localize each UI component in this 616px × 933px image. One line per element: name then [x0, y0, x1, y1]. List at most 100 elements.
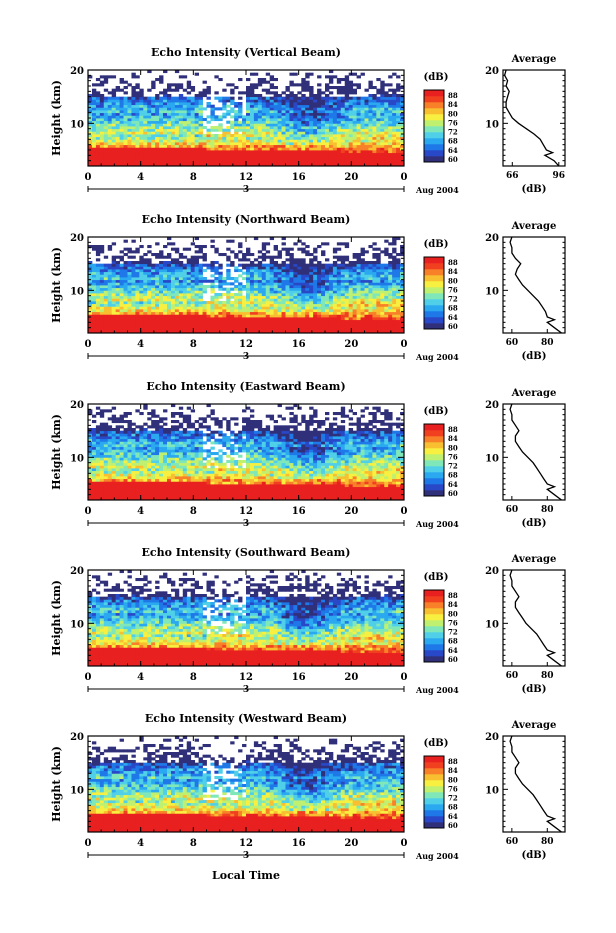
colorbar-swatch — [424, 150, 444, 156]
heatmap-cell — [266, 317, 270, 320]
heatmap-cell — [266, 137, 270, 140]
heatmap-cell — [293, 314, 297, 317]
heatmap-cell — [341, 317, 345, 320]
heatmap-cell — [139, 290, 143, 293]
heatmap-cell — [116, 285, 120, 288]
heatmap-cell — [112, 89, 116, 92]
heatmap-cell — [143, 312, 147, 315]
heatmap-cell — [128, 325, 132, 328]
heatmap-cell — [376, 155, 380, 158]
heatmap-cell — [195, 296, 199, 299]
heatmap-cell — [218, 301, 222, 304]
heatmap-cell — [396, 115, 400, 118]
heatmap-cell — [92, 325, 96, 328]
heatmap-cell — [266, 147, 270, 150]
heatmap-cell — [270, 153, 274, 156]
heatmap-cell — [392, 248, 396, 251]
heatmap-cell — [218, 129, 222, 132]
heatmap-cell — [155, 155, 159, 158]
heatmap-cell — [179, 293, 183, 296]
heatmap-cell — [357, 155, 361, 158]
heatmap-cell — [128, 314, 132, 317]
heatmap-cell — [124, 240, 128, 243]
heatmap-cell — [384, 296, 388, 299]
heatmap-cell — [357, 304, 361, 307]
heatmap-cell — [388, 328, 392, 331]
heatmap-cell — [372, 97, 376, 100]
heatmap-cell — [274, 145, 278, 148]
heatmap-cell — [270, 91, 274, 94]
heatmap-cell — [305, 272, 309, 275]
heatmap-cell — [210, 139, 214, 142]
heatmap-cell — [262, 325, 266, 328]
heatmap-cell — [262, 306, 266, 309]
heatmap-cell — [392, 272, 396, 275]
heatmap-cell — [131, 150, 135, 153]
heatmap-cell — [309, 280, 313, 283]
heatmap-cell — [309, 145, 313, 148]
heatmap-cell — [341, 158, 345, 161]
heatmap-cell — [376, 102, 380, 105]
heatmap-cell — [139, 288, 143, 291]
heatmap-cell — [282, 126, 286, 129]
heatmap-cell — [191, 129, 195, 132]
heatmap-cell — [254, 97, 258, 100]
heatmap-cell — [345, 115, 349, 118]
heatmap-cell — [207, 306, 211, 309]
heatmap-cell — [345, 277, 349, 280]
heatmap-cell — [230, 89, 234, 92]
heatmap-cell — [199, 266, 203, 269]
heatmap-cell — [214, 137, 218, 140]
heatmap-cell — [266, 312, 270, 315]
heatmap-cell — [305, 274, 309, 277]
heatmap-cell — [187, 312, 191, 315]
heatmap-cell — [135, 83, 139, 86]
heatmap-cell — [175, 328, 179, 331]
heatmap-cell — [155, 272, 159, 275]
heatmap-cell — [357, 288, 361, 291]
heatmap-cell — [274, 298, 278, 301]
heatmap-cell — [124, 155, 128, 158]
heatmap-cell — [191, 325, 195, 328]
heatmap-cell — [163, 89, 167, 92]
heatmap-cell — [116, 134, 120, 137]
heatmap-cell — [333, 142, 337, 145]
heatmap-cell — [313, 258, 317, 261]
heatmap-cell — [341, 91, 345, 94]
heatmap-cell — [361, 145, 365, 148]
heatmap-cell — [329, 312, 333, 315]
heatmap-cell — [147, 153, 151, 156]
heatmap-cell — [234, 158, 238, 161]
heatmap-cell — [92, 264, 96, 267]
heatmap-cell — [250, 131, 254, 134]
heatmap-cell — [96, 99, 100, 102]
heatmap-cell — [372, 118, 376, 121]
heatmap-cell — [270, 272, 274, 275]
heatmap-cell — [388, 314, 392, 317]
heatmap-cell — [100, 266, 104, 269]
heatmap-cell — [96, 465, 100, 468]
heatmap-cell — [242, 285, 246, 288]
heatmap-cell — [104, 301, 108, 304]
heatmap-cell — [218, 282, 222, 285]
heatmap-cell — [384, 304, 388, 307]
heatmap-cell — [361, 121, 365, 124]
heatmap-cell — [92, 134, 96, 137]
heatmap-cell — [163, 113, 167, 116]
heatmap-cell — [96, 495, 100, 498]
heatmap-cell — [179, 272, 183, 275]
heatmap-cell — [143, 298, 147, 301]
heatmap-cell — [293, 142, 297, 145]
heatmap-cell — [305, 312, 309, 315]
heatmap-cell — [203, 134, 207, 137]
heatmap-cell — [286, 309, 290, 312]
heatmap-cell — [195, 245, 199, 248]
heatmap-cell — [191, 293, 195, 296]
heatmap-cell — [368, 131, 372, 134]
heatmap-cell — [167, 123, 171, 126]
heatmap-cell — [128, 121, 132, 124]
heatmap-cell — [258, 274, 262, 277]
heatmap-cell — [372, 137, 376, 140]
heatmap-cell — [337, 328, 341, 331]
heatmap-cell — [368, 293, 372, 296]
